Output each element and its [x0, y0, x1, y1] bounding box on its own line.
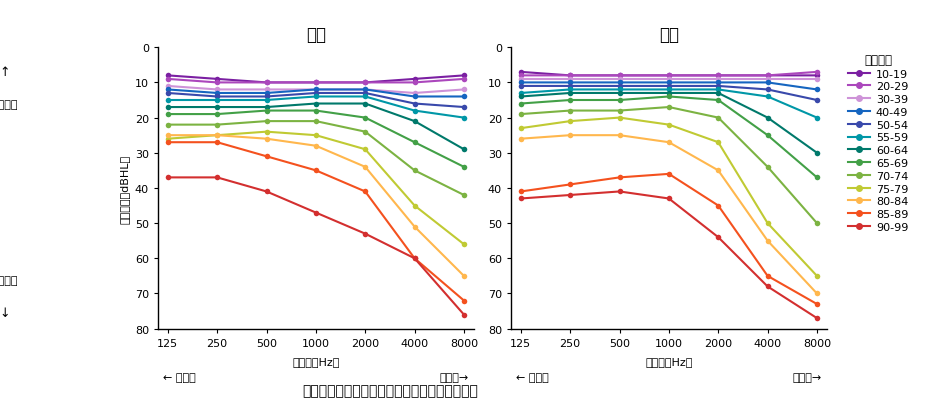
Text: ← 低い音: ← 低い音 [162, 372, 195, 382]
Y-axis label: 聴力閾値（dBHL）: 聴力閾値（dBHL） [119, 154, 129, 223]
Text: ↓: ↓ [0, 306, 10, 319]
Title: 女性: 女性 [658, 26, 678, 44]
Text: 大きな音: 大きな音 [0, 276, 18, 286]
Text: 『図１』年齢による聴力平均値の変化パターン: 『図１』年齢による聴力平均値の変化パターン [302, 383, 478, 397]
Text: ↑: ↑ [0, 66, 10, 79]
Text: 高い音→: 高い音→ [440, 372, 469, 382]
Text: ← 低い音: ← 低い音 [515, 372, 548, 382]
Text: 小さな音: 小さな音 [0, 99, 18, 109]
Text: 周波数（Hz）: 周波数（Hz） [645, 356, 691, 366]
Text: 高い音→: 高い音→ [793, 372, 821, 382]
Legend: 10-19, 20-29, 30-39, 40-49, 50-54, 55-59, 60-64, 65-69, 70-74, 75-79, 80-84, 85-: 10-19, 20-29, 30-39, 40-49, 50-54, 55-59… [847, 54, 908, 232]
Text: 周波数（Hz）: 周波数（Hz） [292, 356, 339, 366]
Title: 男性: 男性 [305, 26, 326, 44]
